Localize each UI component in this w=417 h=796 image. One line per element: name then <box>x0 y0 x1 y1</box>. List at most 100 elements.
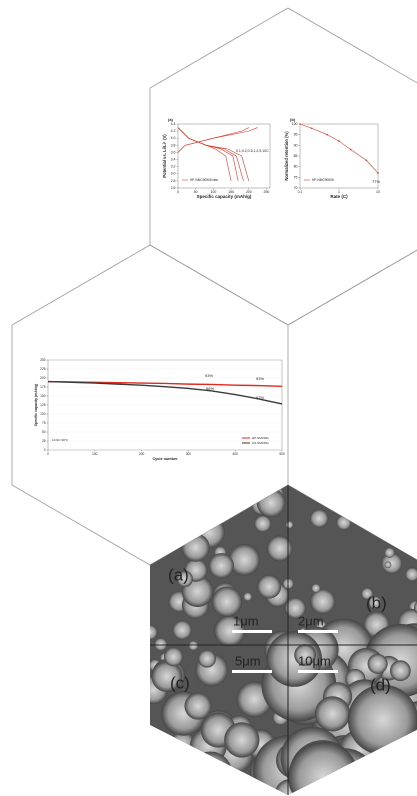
panel-label: (b) <box>290 117 296 122</box>
sem-particle <box>157 770 185 795</box>
sem-particle <box>256 488 286 518</box>
series-line <box>177 127 232 181</box>
y-tick-label: 25 <box>42 439 46 443</box>
sem-particle <box>254 515 272 533</box>
y-tick-label: 3.6 <box>171 150 176 154</box>
y-tick-label: 4.4 <box>171 122 176 126</box>
sem-particle <box>367 653 388 674</box>
sem-particle <box>341 757 407 795</box>
legend-label: HP-NMC90505 rate <box>190 178 218 182</box>
sem-particle <box>405 567 417 582</box>
sem-particle <box>212 502 231 521</box>
y-tick-label: 75 <box>42 421 46 425</box>
sem-particle <box>154 637 168 651</box>
x-tick-label: 0.1 <box>298 190 303 194</box>
sem-images <box>150 485 417 795</box>
y-tick-label: 4.2 <box>171 129 176 133</box>
sem-particle <box>368 595 382 610</box>
y-tick-label: 100 <box>292 122 298 126</box>
sem-particle <box>294 644 316 666</box>
sem-particle <box>336 515 352 531</box>
series-line <box>177 127 258 153</box>
sem-particle <box>410 778 417 795</box>
sem-particle <box>285 520 294 529</box>
sem-particle <box>243 592 253 601</box>
sem-particle <box>211 586 243 617</box>
y-tick-label: 175 <box>40 385 46 389</box>
sem-particle <box>214 615 246 647</box>
sem-particle <box>225 778 242 795</box>
annotation: 77% <box>372 179 380 184</box>
sem-particle <box>310 588 336 615</box>
sem-particle <box>309 509 329 528</box>
x-tick-label: 0 <box>177 190 179 194</box>
sem-particle <box>150 517 170 540</box>
sem-particle <box>208 553 234 579</box>
point <box>299 123 301 125</box>
annotation: 0.1,0.2,0.5,1,2,5,10C <box>236 149 269 153</box>
x-tick-label: 1 <box>338 190 340 194</box>
sem-particle <box>198 649 216 668</box>
sem-particle <box>188 501 204 517</box>
panel-label: (c) <box>170 673 190 692</box>
sem-particle <box>311 583 321 593</box>
panel-label: (a) <box>168 117 174 122</box>
scale-bar-label: 10μm <box>298 653 331 668</box>
x-tick-label: 500 <box>279 452 285 456</box>
y-tick-label: 100 <box>40 412 46 416</box>
scale-bar <box>232 670 272 673</box>
sem-particle <box>392 771 417 795</box>
sem-particle <box>357 493 385 521</box>
scale-bar <box>298 630 338 633</box>
sem-particle <box>184 692 212 720</box>
annotation: 93% <box>205 373 213 378</box>
sem-particle <box>150 741 180 781</box>
x-tick-label: 100 <box>92 452 98 456</box>
panel-label: (b) <box>366 593 387 612</box>
y-tick-label: 200 <box>40 376 46 380</box>
x-axis-label: Rate (C) <box>330 194 348 199</box>
sem-particle <box>163 647 184 667</box>
y-tick-label: 125 <box>40 403 46 407</box>
sem-particle <box>314 696 351 732</box>
y-tick-label: 80 <box>294 165 298 169</box>
sem-particle <box>151 661 183 692</box>
x-tick-label: 250 <box>264 190 270 194</box>
annotation: 86% <box>206 386 214 391</box>
y-tick-label: 150 <box>40 394 46 398</box>
annotations: 0.1,0.2,0.5,1,2,5,10C 77% 93% 93% 86% 67… <box>52 149 380 442</box>
point <box>365 159 368 162</box>
sem-particle <box>368 500 385 517</box>
scale-bar-label: 2μm <box>298 613 324 628</box>
y-axis-label: Potential vs. Li/Li⁺ (V) <box>162 134 167 178</box>
sem-particle <box>176 570 193 588</box>
y-axis-label: Specific capacity (mAh/g) <box>34 384 38 427</box>
legend-label: CS-NMC811 <box>252 441 269 445</box>
sem-particle <box>150 624 158 640</box>
sem-particle <box>188 640 199 651</box>
point <box>310 127 313 130</box>
scale-bar <box>232 630 272 633</box>
annotation: 93% <box>256 376 264 381</box>
sem-particle <box>384 561 392 569</box>
sem-particle <box>400 759 417 788</box>
x-axis-label: Specific capacity (mAh/g) <box>197 194 252 199</box>
sem-particle <box>155 544 167 556</box>
y-tick-label: 70 <box>294 186 298 190</box>
y-tick-label: 85 <box>294 154 298 158</box>
panel-label: (d) <box>370 675 391 694</box>
sem-particle <box>181 533 210 562</box>
sem-particle <box>257 574 282 599</box>
y-tick-label: 50 <box>42 430 46 434</box>
x-tick-label: 150 <box>228 190 234 194</box>
y-tick-label: 3.4 <box>171 157 176 161</box>
sem-particle <box>406 736 417 764</box>
sem-particle <box>384 547 395 558</box>
sem-particle <box>361 587 374 600</box>
y-tick-label: 3.8 <box>171 143 176 147</box>
x-tick-label: 300 <box>186 452 192 456</box>
y-tick-label: 95 <box>294 133 298 137</box>
x-tick-label: 100 <box>210 190 216 194</box>
x-tick-label: 50 <box>194 190 198 194</box>
x-tick-label: 200 <box>246 190 252 194</box>
